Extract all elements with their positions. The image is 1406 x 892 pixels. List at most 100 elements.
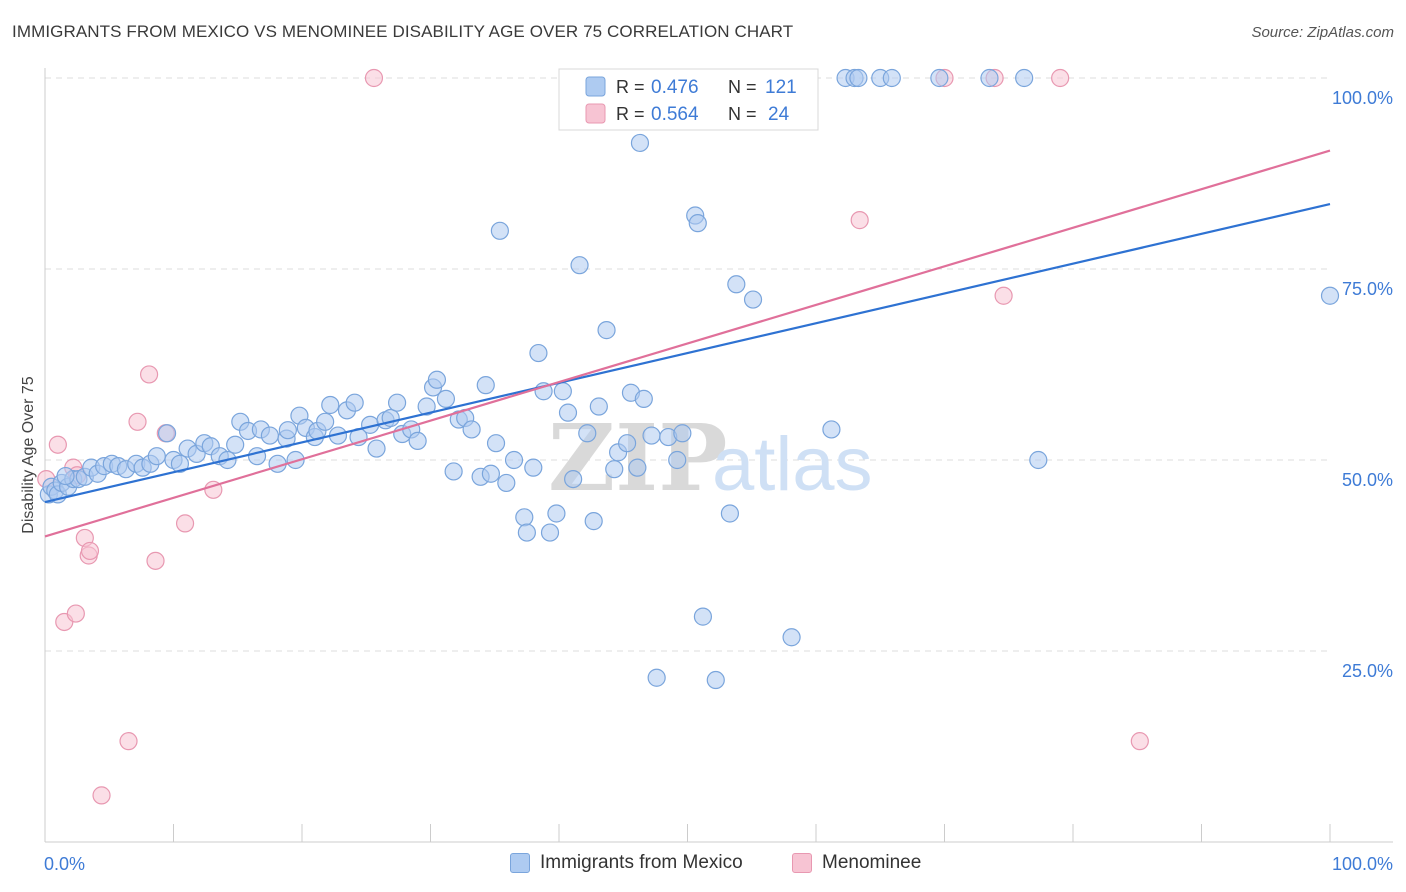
grid-lines: [45, 77, 1330, 652]
y-tick-label-25: 25.0%: [1342, 661, 1393, 681]
mexico-trend-line: [44, 202, 1331, 504]
mexico-point-36: [286, 450, 305, 470]
tick-labels: 25.0% 50.0% 75.0% 100.0% 0.0% 100.0%: [44, 88, 1393, 874]
menominee-point-21: [850, 211, 869, 230]
mexico-point-69: [515, 508, 534, 527]
mexico-point-99: [720, 504, 740, 523]
legend-item-menominee: Menominee: [792, 852, 921, 874]
mexico-point-54: [408, 431, 427, 450]
mexico-point-80: [578, 424, 597, 443]
mexico-point-76: [553, 382, 572, 401]
watermark-zip: ZIP: [548, 404, 727, 512]
mexico-point-111: [1015, 68, 1034, 88]
axes: [44, 68, 1393, 843]
mexico-point-74: [540, 523, 560, 542]
mexico-point-113: [1320, 286, 1340, 305]
mexico-points: [39, 68, 1340, 690]
menominee-trend-line: [44, 149, 1331, 538]
menominee-point-10: [119, 732, 138, 751]
watermark-atlas: atlas: [712, 422, 873, 507]
legend-label-mexico: Immigrants from Mexico: [540, 852, 743, 873]
mexico-point-31: [247, 447, 267, 466]
mexico-point-116: [278, 421, 297, 440]
mexico-point-59: [444, 462, 463, 481]
mexico-point-96: [688, 214, 707, 233]
menominee-point-22: [994, 286, 1013, 305]
legend-label-menominee: Menominee: [822, 852, 922, 873]
mexico-point-88: [628, 458, 647, 477]
mexico-point-117: [630, 133, 650, 153]
mexico-point-33: [260, 426, 279, 445]
legend-swatch-menominee: [792, 853, 812, 873]
legend-n-value-pink: 24: [768, 104, 790, 125]
mexico-point-18: [147, 447, 166, 466]
mexico-point-64: [476, 376, 495, 395]
mexico-point-77: [558, 403, 578, 422]
mexico-point-82: [589, 397, 608, 416]
mexico-point-89: [634, 389, 653, 408]
menominee-point-12: [139, 365, 159, 384]
mexico-point-55: [417, 397, 436, 416]
legend-bottom: Immigrants from Mexico Menominee: [0, 852, 1406, 878]
chart-title: IMMIGRANTS FROM MEXICO VS MENOMINEE DISA…: [12, 22, 794, 41]
mexico-point-91: [647, 668, 666, 687]
mexico-point-41: [316, 412, 335, 431]
legend-r-value-blue: 0.476: [651, 77, 699, 98]
mexico-point-67: [497, 473, 516, 493]
mexico-point-110: [980, 68, 999, 88]
mexico-point-66: [486, 434, 506, 453]
mexico-point-97: [693, 607, 713, 626]
legend-r-label-pink: R =: [616, 104, 645, 124]
mexico-point-62: [462, 420, 481, 439]
mexico-point-98: [706, 670, 725, 690]
mexico-point-48: [367, 439, 386, 458]
mexico-point-78: [564, 470, 583, 489]
menominee-point-8: [66, 604, 85, 623]
legend-n-label-pink: N =: [728, 104, 757, 124]
mexico-point-112: [1029, 450, 1048, 470]
source-label: Source: ZipAtlas.com: [1251, 24, 1394, 41]
mexico-point-120: [56, 466, 75, 486]
menominee-point-1: [48, 435, 67, 454]
mexico-point-72: [529, 343, 548, 363]
trend-lines: [44, 149, 1331, 538]
mexico-point-68: [504, 450, 524, 470]
mexico-point-86: [618, 434, 637, 453]
y-tick-label-100: 100.0%: [1332, 88, 1393, 108]
mexico-point-58: [436, 389, 456, 408]
y-tick-label-50: 50.0%: [1342, 470, 1393, 490]
mexico-point-57: [427, 370, 447, 389]
legend-r-value-pink: 0.564: [651, 104, 699, 125]
menominee-point-11: [128, 412, 147, 431]
mexico-point-19: [157, 424, 177, 443]
mexico-point-21: [170, 454, 190, 473]
mexico-point-118: [490, 221, 509, 240]
menominee-point-20: [1051, 68, 1070, 88]
menominee-point-9: [92, 786, 111, 805]
menominee-point-23: [1130, 732, 1149, 751]
mexico-point-105: [782, 628, 801, 647]
mexico-point-71: [524, 458, 543, 477]
y-tick-label-75: 75.0%: [1342, 279, 1393, 299]
legend-swatch-mexico: [510, 853, 530, 873]
mexico-point-90: [642, 426, 661, 445]
mexico-point-65: [481, 464, 500, 483]
legend-top: R = 0.476 N = 121 R = 0.564 N = 24: [558, 68, 819, 131]
menominee-point-6: [80, 541, 100, 561]
mexico-point-119: [849, 68, 868, 88]
legend-r-label-blue: R =: [616, 77, 645, 97]
mexico-point-83: [597, 321, 616, 340]
mexico-point-114: [930, 68, 949, 88]
mexico-point-101: [743, 290, 763, 309]
mexico-point-94: [673, 424, 692, 443]
watermark: ZIP atlas: [548, 404, 873, 512]
mexico-point-75: [547, 504, 566, 523]
mexico-point-51: [387, 393, 407, 412]
legend-item-mexico: Immigrants from Mexico: [510, 852, 743, 874]
mexico-point-106: [822, 420, 841, 439]
menominee-point-15: [175, 514, 195, 533]
mexico-point-45: [345, 393, 364, 412]
mexico-point-28: [226, 435, 245, 454]
mexico-point-115: [882, 68, 901, 88]
